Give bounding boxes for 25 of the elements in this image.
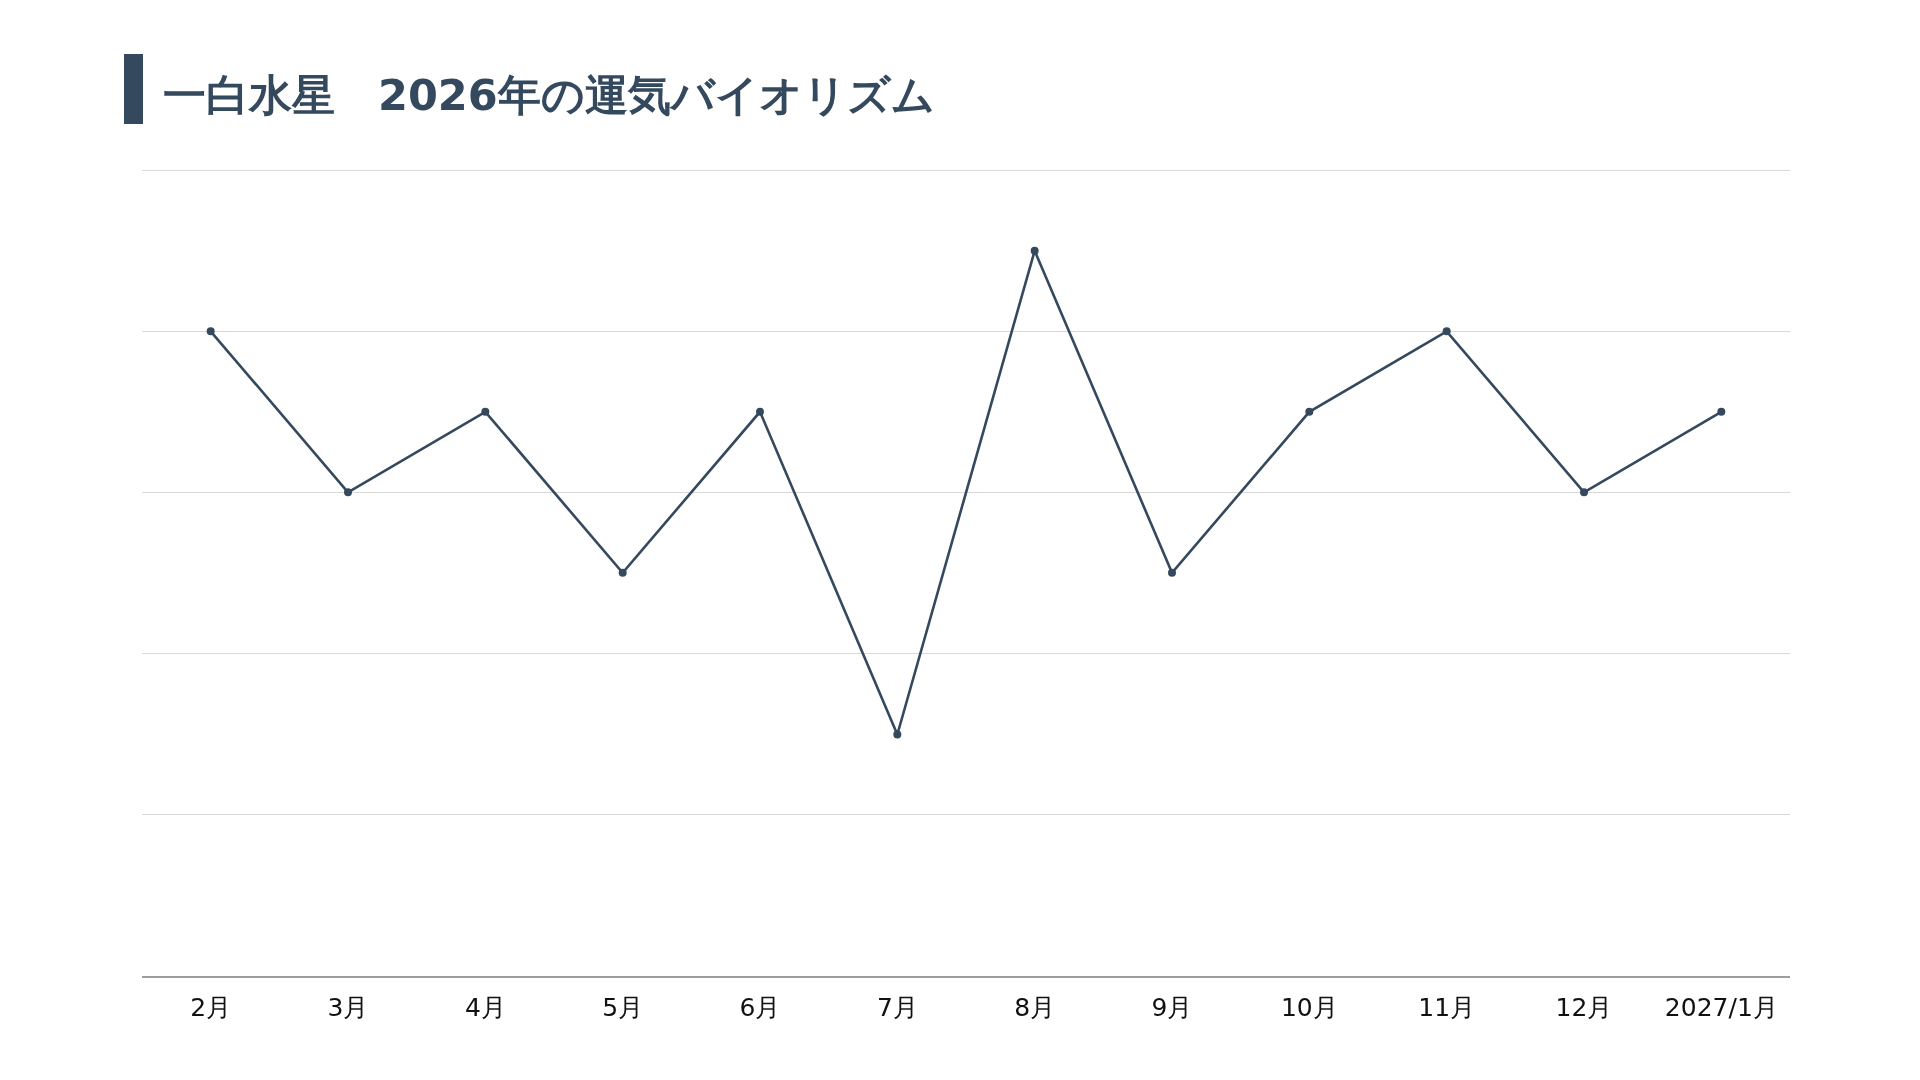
point — [893, 730, 902, 739]
x-tick-label: 9月 — [1151, 992, 1193, 1022]
x-tick-label: 7月 — [876, 992, 918, 1022]
point — [344, 488, 352, 497]
point — [1168, 568, 1176, 577]
x-tick-label: 3月 — [327, 992, 369, 1022]
x-tick-label: 5月 — [602, 992, 644, 1022]
x-tick-label: 10月 — [1280, 992, 1338, 1022]
point — [1305, 407, 1314, 416]
point — [1030, 246, 1039, 255]
point — [618, 568, 627, 577]
point — [481, 407, 490, 416]
x-tick-label: 11月 — [1418, 992, 1476, 1022]
x-tick-label: 6月 — [739, 992, 781, 1022]
point — [206, 327, 215, 336]
chart-title: 一白水星 2026年の運気バイオリズム — [163, 70, 935, 121]
x-tick-label: 8月 — [1014, 992, 1056, 1022]
x-tick-label: 2027/1月 — [1664, 992, 1778, 1022]
point — [1580, 488, 1588, 497]
x-tick-label: 12月 — [1555, 992, 1613, 1022]
x-tick-label: 2月 — [190, 992, 232, 1022]
point — [1442, 327, 1451, 336]
point — [1717, 407, 1726, 416]
x-tick-label: 4月 — [464, 992, 506, 1022]
point — [756, 407, 764, 416]
